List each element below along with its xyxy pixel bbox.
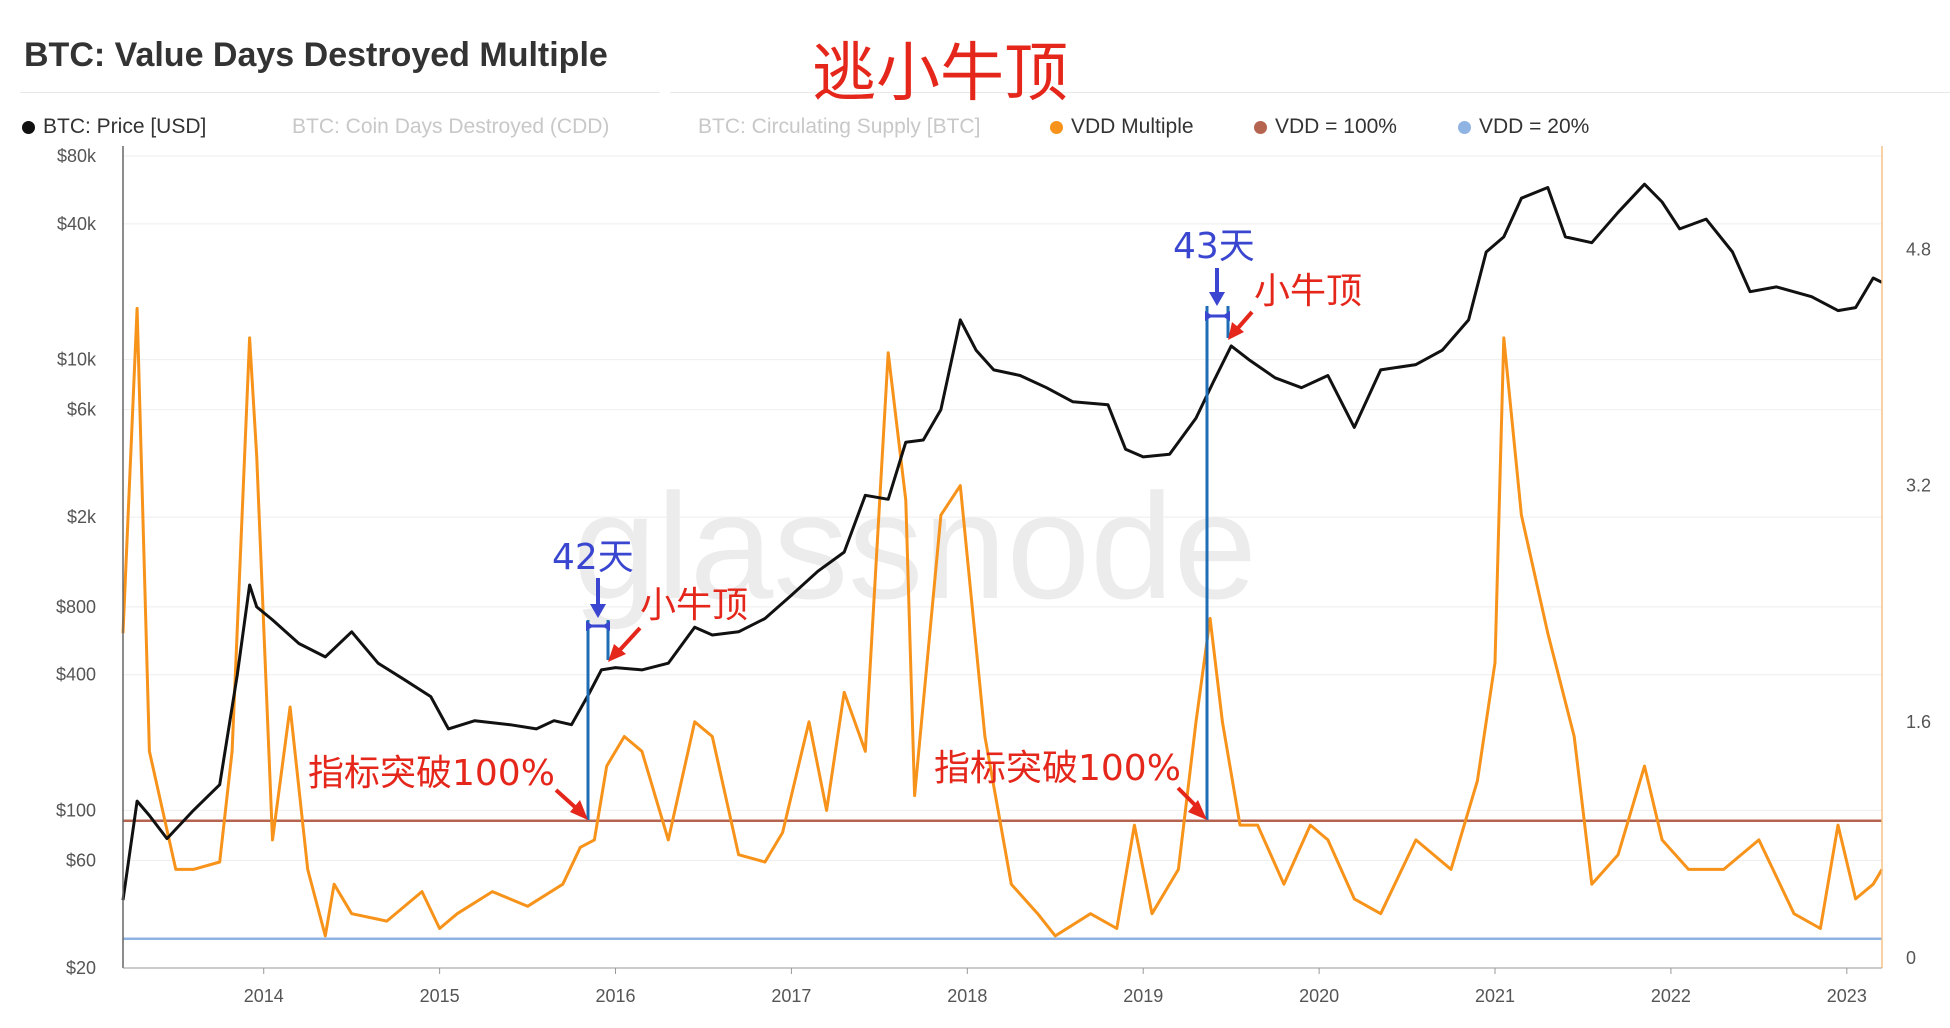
legend-label: BTC: Coin Days Destroyed (CDD)	[292, 115, 610, 138]
legend-item-vdd-20[interactable]: VDD = 20%	[1458, 115, 1589, 139]
y-left-tick-label: $60	[66, 850, 96, 870]
legend-item-vdd-multiple[interactable]: VDD Multiple	[1050, 115, 1194, 139]
title-divider-right	[670, 92, 1950, 93]
x-tick-label: 2015	[420, 986, 460, 1006]
y-left-tick-label: $40k	[57, 214, 97, 234]
legend-item-vdd-100[interactable]: VDD = 100%	[1254, 115, 1397, 139]
cycle1-days-label: 42天	[552, 537, 634, 578]
cycle1-top-arrowhead	[608, 644, 626, 662]
x-tick-label: 2023	[1827, 986, 1867, 1006]
legend-label: BTC: Price [USD]	[43, 115, 207, 138]
y-right-tick-label: 0	[1906, 948, 1916, 968]
cycle1-down-arrowhead	[590, 604, 606, 618]
legend-item-supply[interactable]: BTC: Circulating Supply [BTC]	[698, 115, 980, 139]
legend-label: VDD = 100%	[1275, 115, 1397, 138]
cycle1-arrowhead-left	[586, 621, 594, 631]
legend-dot	[1254, 120, 1267, 134]
legend-dot	[1050, 120, 1063, 134]
x-tick-label: 2017	[771, 986, 811, 1006]
legend-dot	[22, 120, 35, 134]
title-divider	[20, 92, 660, 93]
x-tick-label: 2016	[595, 986, 635, 1006]
legend-label: BTC: Circulating Supply [BTC]	[698, 115, 981, 138]
series-line-btc-price-usd-	[121, 182, 1883, 901]
cycle2-break-arrow	[1176, 786, 1198, 808]
cycle1-top-arrow	[616, 626, 642, 654]
annotations: 42天 小牛顶 指标突破100% 43天 小牛顶 指标突破100%	[308, 226, 1362, 820]
cycle2-top-arrow	[1236, 310, 1254, 330]
cycle1-break-arrow	[554, 788, 578, 810]
axis-ticks: $20 $60 $100 $400 $800 $2k $6k $10k $40k $80k 0 1.6…	[56, 146, 1931, 1006]
cycle2-days-label: 43天	[1173, 226, 1255, 267]
x-tick-label: 2014	[244, 986, 284, 1006]
cycle2-break-label: 指标突破100%	[934, 748, 1181, 789]
cycle2-arrowhead-right	[1222, 311, 1230, 321]
y-left-tick-label: $2k	[67, 507, 97, 527]
cycle2-break-arrowhead	[1188, 800, 1207, 820]
legend-item-cdd[interactable]: BTC: Coin Days Destroyed (CDD)	[292, 115, 609, 139]
x-tick-label: 2020	[1299, 986, 1339, 1006]
x-tick-label: 2022	[1651, 986, 1691, 1006]
reference-lines	[123, 819, 1882, 941]
y-left-tick-label: $6k	[67, 400, 97, 420]
cycle2-down-arrowhead	[1209, 292, 1225, 306]
y-left-tick-label: $800	[56, 597, 96, 617]
watermark: glassnode	[573, 462, 1257, 630]
y-left-tick-label: $20	[66, 958, 96, 978]
x-tick-label: 2019	[1123, 986, 1163, 1006]
series-group	[121, 182, 1884, 938]
overlay-title: 逃小牛顶	[812, 37, 1068, 111]
cycle2-top-arrowhead	[1228, 322, 1244, 340]
y-left-tick-label: $100	[56, 800, 96, 820]
y-right-tick-label: 3.2	[1906, 476, 1931, 496]
series-line-vdd-multiple	[121, 306, 1884, 938]
y-left-tick-label: $400	[56, 665, 96, 685]
y-right-tick-label: 4.8	[1906, 239, 1931, 259]
legend-label: VDD Multiple	[1071, 115, 1194, 138]
legend-dot	[1458, 120, 1471, 134]
x-tick-label: 2018	[947, 986, 987, 1006]
cycle1-top-label: 小牛顶	[640, 585, 748, 626]
chart-title: BTC: Value Days Destroyed Multiple	[24, 36, 608, 74]
x-tick-label: 2021	[1475, 986, 1515, 1006]
y-right-tick-label: 1.6	[1906, 712, 1931, 732]
legend-label: VDD = 20%	[1479, 115, 1590, 138]
y-left-tick-label: $10k	[57, 350, 97, 370]
legend-item-price[interactable]: BTC: Price [USD]	[22, 115, 206, 139]
y-left-tick-label: $80k	[57, 146, 97, 166]
cycle1-arrowhead-right	[602, 621, 610, 631]
cycle1-break-arrowhead	[570, 800, 588, 820]
cycle2-top-label: 小牛顶	[1254, 271, 1362, 312]
cycle1-break-label: 指标突破100%	[308, 753, 555, 794]
gridlines	[123, 155, 1882, 969]
cycle2-arrowhead-left	[1205, 311, 1213, 321]
